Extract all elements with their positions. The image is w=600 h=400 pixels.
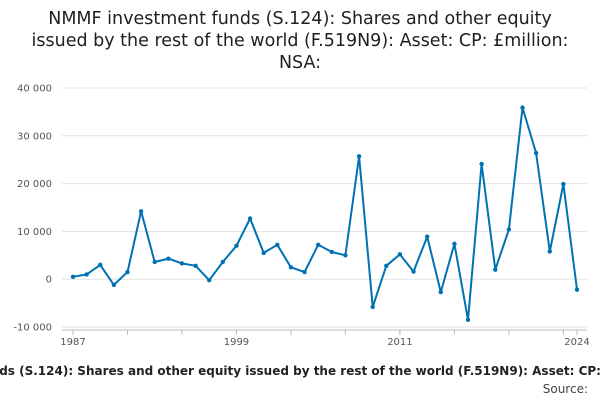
data-point bbox=[520, 105, 525, 110]
data-point bbox=[411, 269, 416, 274]
y-tick-label: 10 000 bbox=[17, 227, 52, 238]
data-point bbox=[193, 263, 198, 269]
data-point bbox=[424, 234, 430, 239]
data-point bbox=[384, 263, 389, 269]
gridlines bbox=[62, 87, 587, 328]
data-point bbox=[166, 256, 171, 261]
data-point bbox=[247, 216, 253, 221]
x-tick-label: 1987 bbox=[60, 337, 85, 348]
data-point bbox=[533, 150, 539, 156]
data-point bbox=[465, 317, 471, 323]
data-point bbox=[343, 253, 348, 258]
data-point bbox=[452, 241, 457, 247]
data-point bbox=[220, 259, 226, 265]
chart-title: NMMF investment funds (S.124): Shares an… bbox=[31, 9, 569, 73]
data-point bbox=[506, 227, 512, 232]
data-point bbox=[438, 289, 443, 295]
y-tick-label: 30 000 bbox=[17, 131, 52, 142]
y-tick-label: 40 000 bbox=[17, 84, 52, 95]
y-tick-label: -10 000 bbox=[13, 323, 52, 334]
data-point bbox=[356, 154, 362, 159]
y-tick-label: 0 bbox=[46, 275, 52, 286]
data-point bbox=[574, 287, 580, 292]
axes: 40 000 30 000 20 000 10 000 0 -10 000 1987 1999… bbox=[13, 84, 589, 349]
data-point bbox=[261, 250, 266, 256]
x-tick-label: 1999 bbox=[224, 337, 249, 348]
data-point bbox=[479, 161, 484, 167]
series-line bbox=[72, 106, 578, 321]
data-point bbox=[98, 262, 103, 268]
data-point bbox=[315, 242, 321, 247]
data-point bbox=[111, 282, 117, 288]
y-tick-label: 20 000 bbox=[17, 179, 52, 190]
data-point bbox=[288, 265, 294, 270]
data-point bbox=[207, 277, 212, 283]
data-point bbox=[302, 269, 307, 275]
data-point bbox=[275, 242, 280, 247]
data-point bbox=[370, 304, 375, 310]
x-tick-label: 2011 bbox=[387, 337, 412, 348]
data-point bbox=[179, 261, 185, 266]
series bbox=[70, 105, 580, 323]
data-point bbox=[138, 209, 144, 214]
source-label: Source: bbox=[542, 382, 588, 396]
data-point bbox=[397, 252, 403, 257]
data-point bbox=[125, 269, 130, 275]
data-point bbox=[152, 259, 157, 265]
data-point bbox=[561, 181, 566, 187]
data-point bbox=[234, 243, 239, 248]
x-tick-label: 2024 bbox=[564, 337, 589, 348]
data-point bbox=[329, 249, 335, 255]
data-point bbox=[70, 274, 76, 280]
data-point bbox=[493, 267, 498, 272]
data-point bbox=[84, 272, 89, 277]
chart-caption: NMMF investment funds (S.124): Shares an… bbox=[0, 364, 600, 378]
data-point bbox=[547, 249, 552, 254]
